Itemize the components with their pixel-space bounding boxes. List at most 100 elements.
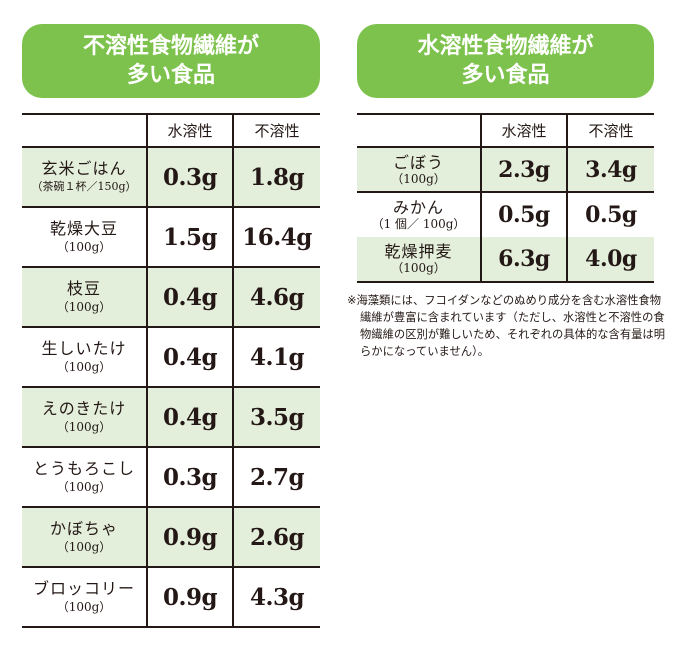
value-text: 2.6g [249, 523, 305, 551]
insoluble-value: 3.5g [232, 387, 320, 448]
soluble-value: 0.9g [146, 507, 233, 568]
food-cell: ブロッコリー （100g） [22, 567, 147, 628]
value-text: 0.5g [585, 202, 637, 228]
table-row: 乾燥大豆 （100g） 1.5g 16.4g [22, 207, 320, 268]
food-name: とうもろこし [32, 459, 135, 478]
soluble-value: 0.5g [480, 192, 567, 237]
value-text: 1.5g [162, 223, 218, 251]
food-name: 枝豆 [66, 279, 101, 298]
table-row: ブロッコリー （100g） 0.9g 4.3g [22, 567, 320, 628]
food-name: 生しいたけ [41, 339, 127, 358]
column-header-insoluble: 不溶性 [232, 113, 320, 148]
value-text: 0.4g [162, 283, 218, 311]
value-text: 16.4g [242, 223, 312, 251]
table-header-row: 水溶性 不溶性 [22, 113, 320, 148]
insoluble-panel-title: 不溶性食物繊維が 多い食品 [22, 24, 320, 98]
value-text: 0.9g [162, 583, 218, 611]
insoluble-value: 0.5g [566, 192, 654, 237]
soluble-panel-title: 水溶性食物繊維が 多い食品 [357, 24, 654, 98]
food-cell: えのきたけ （100g） [22, 387, 147, 448]
insoluble-value: 4.3g [232, 567, 320, 628]
food-cell: 乾燥大豆 （100g） [22, 207, 147, 268]
value-text: 4.0g [585, 246, 637, 272]
food-name: みかん [392, 198, 444, 217]
food-portion: （茶碗１杯／150g） [31, 180, 137, 193]
title-line-2: 多い食品 [126, 63, 215, 88]
food-portion: （100g） [391, 171, 446, 186]
insoluble-value: 2.6g [232, 507, 320, 568]
food-portion: （100g） [56, 480, 112, 494]
soluble-value: 1.5g [146, 207, 233, 268]
value-text: 4.1g [249, 343, 305, 371]
value-text: 6.3g [498, 246, 550, 272]
value-text: 0.4g [162, 403, 218, 431]
food-cell: ごぼう （100g） [357, 147, 481, 193]
value-text: 3.4g [585, 156, 637, 183]
food-cell: 生しいたけ （100g） [22, 327, 147, 388]
food-portion: （1 個／ 100g） [371, 217, 466, 231]
column-header-insoluble: 不溶性 [566, 113, 654, 148]
value-text: 0.9g [162, 523, 218, 551]
value-text: 2.3g [498, 156, 550, 183]
insoluble-value: 4.6g [232, 267, 320, 328]
food-cell: 玄米ごはん （茶碗１杯／150g） [22, 147, 147, 208]
insoluble-value: 1.8g [232, 147, 320, 208]
food-cell: 乾燥押麦 （100g） [357, 237, 481, 283]
food-cell: みかん （1 個／ 100g） [357, 192, 481, 237]
value-text: 4.6g [249, 283, 305, 311]
seaweed-footnote: ※海藻類には、フコイダンなどのぬめり成分を含む水溶性食物繊維が豊富に含まれていま… [347, 294, 666, 358]
table-row: 生しいたけ （100g） 0.4g 4.1g [22, 327, 320, 388]
insoluble-value: 16.4g [232, 207, 320, 268]
table-header-row: 水溶性 不溶性 [357, 113, 654, 148]
food-portion: （100g） [56, 240, 112, 254]
value-text: 0.5g [498, 202, 550, 228]
value-text: 1.8g [249, 163, 305, 191]
soluble-value: 0.9g [146, 567, 233, 628]
table-row: 乾燥押麦 （100g） 6.3g 4.0g [357, 237, 654, 283]
insoluble-value: 3.4g [566, 147, 654, 193]
value-text: 0.3g [162, 463, 218, 491]
food-portion: （100g） [56, 540, 112, 554]
food-name: 乾燥押麦 [384, 242, 453, 261]
food-name: 乾燥大豆 [49, 219, 118, 238]
food-portion: （100g） [56, 300, 112, 314]
insoluble-value: 4.1g [232, 327, 320, 388]
food-cell: 枝豆 （100g） [22, 267, 147, 328]
food-portion: （100g） [56, 360, 112, 374]
food-portion: （100g） [56, 600, 112, 614]
table-row: ごぼう （100g） 2.3g 3.4g [357, 147, 654, 193]
value-text: 4.3g [249, 583, 305, 611]
food-portion: （100g） [56, 420, 112, 434]
table-row: 玄米ごはん （茶碗１杯／150g） 0.3g 1.8g [22, 147, 320, 208]
soluble-value: 6.3g [480, 237, 567, 283]
column-header-food [22, 113, 147, 148]
title-line-2: 多い食品 [461, 63, 550, 88]
food-name: ブロッコリー [32, 579, 135, 598]
food-cell: とうもろこし （100g） [22, 447, 147, 508]
soluble-value: 0.3g [146, 147, 233, 208]
insoluble-value: 2.7g [232, 447, 320, 508]
column-header-food [357, 113, 481, 148]
soluble-value: 0.4g [146, 327, 233, 388]
value-text: 2.7g [249, 463, 305, 491]
value-text: 0.3g [162, 163, 218, 191]
table-row: かぼちゃ （100g） 0.9g 2.6g [22, 507, 320, 568]
table-row: とうもろこし （100g） 0.3g 2.7g [22, 447, 320, 508]
value-text: 0.4g [162, 343, 218, 371]
title-line-1: 不溶性食物繊維が [82, 34, 259, 59]
column-header-soluble: 水溶性 [146, 113, 233, 148]
insoluble-value: 4.0g [566, 237, 654, 283]
insoluble-fiber-table: 水溶性 不溶性 玄米ごはん （茶碗１杯／150g） 0.3g 1.8g 乾燥大豆 （… [22, 113, 320, 628]
table-row: えのきたけ （100g） 0.4g 3.5g [22, 387, 320, 448]
column-header-soluble: 水溶性 [480, 113, 567, 148]
soluble-value: 2.3g [480, 147, 567, 193]
table-row: 枝豆 （100g） 0.4g 4.6g [22, 267, 320, 328]
soluble-value: 0.4g [146, 387, 233, 448]
soluble-value: 0.4g [146, 267, 233, 328]
value-text: 3.5g [249, 403, 305, 431]
table-row: みかん （1 個／ 100g） 0.5g 0.5g [357, 192, 654, 237]
soluble-fiber-table: 水溶性 不溶性 ごぼう （100g） 2.3g 3.4g みかん （1 個／ 100… [357, 113, 654, 283]
title-line-1: 水溶性食物繊維が [417, 34, 594, 59]
food-name: えのきたけ [41, 399, 127, 418]
food-name: 玄米ごはん [41, 159, 127, 178]
